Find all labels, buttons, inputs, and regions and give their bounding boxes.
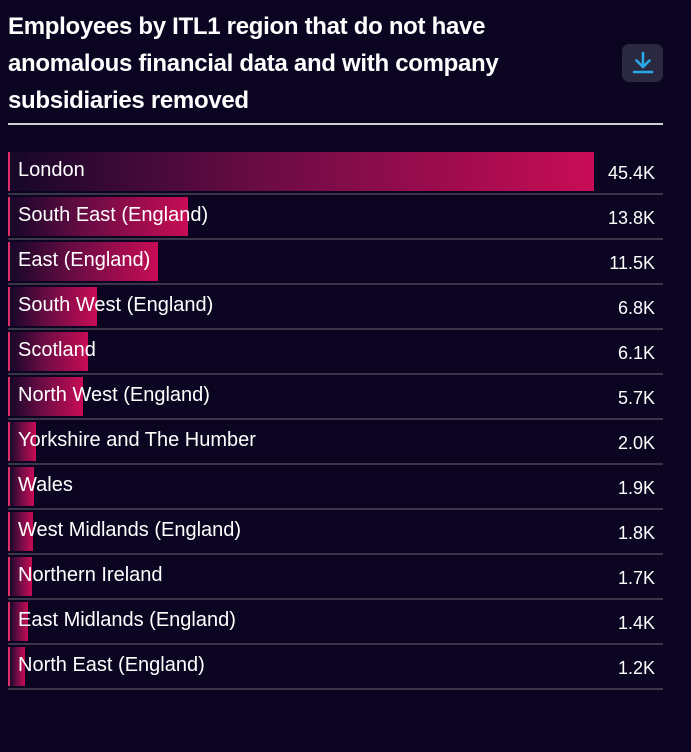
bar-label: Wales [18, 474, 73, 496]
bar-track [8, 602, 594, 641]
bar-value-label: 6.1K [617, 343, 655, 363]
title-divider [8, 123, 663, 125]
bar-row: Yorkshire and The Humber 2.0K [8, 420, 663, 465]
bar [10, 512, 33, 551]
bar-value-label: 11.5K [609, 253, 655, 273]
bar-value-label: 6.8K [617, 298, 655, 318]
bar-label: London [18, 159, 85, 181]
bar-track [8, 512, 594, 551]
bar-track [8, 647, 594, 686]
bar-track [8, 557, 594, 596]
bar-row: South East (England) 13.8K [8, 195, 663, 240]
bar [10, 242, 158, 281]
bar-value-label: 1.4K [617, 613, 655, 633]
bar-row: East Midlands (England) 1.4K [8, 600, 663, 645]
bar-label: Yorkshire and The Humber [18, 429, 256, 451]
bar-label: East Midlands (England) [18, 609, 236, 631]
bar [10, 152, 594, 191]
bar-track [8, 152, 594, 191]
bar-label: North West (England) [18, 384, 210, 406]
bar [10, 647, 25, 686]
bar-row: North East (England) 1.2K [8, 645, 663, 690]
bar-list: London 45.4K South East (England) 13.8K East… [8, 150, 663, 690]
bar [10, 197, 188, 236]
bar-track [8, 242, 594, 281]
bar-row: West Midlands (England) 1.8K [8, 510, 663, 555]
bar-row: South West (England) 6.8K [8, 285, 663, 330]
bar-track [8, 332, 594, 371]
bar-row: Northern Ireland 1.7K [8, 555, 663, 600]
bar-value-label: 45.4K [607, 163, 655, 183]
bar-label: South East (England) [18, 204, 209, 226]
bar-value-label: 2.0K [617, 433, 655, 453]
bar-label: East (England) [18, 249, 151, 271]
bar-value-label: 1.9K [617, 478, 655, 498]
bar-label: South West (England) [18, 294, 214, 316]
bar-value-label: 1.2K [617, 658, 655, 678]
bar-row: London 45.4K [8, 150, 663, 195]
bar-value-label: 13.8K [607, 208, 655, 228]
bar [10, 557, 32, 596]
bar-label: West Midlands (England) [18, 519, 242, 541]
bar-track [8, 467, 594, 506]
bar-row: North West (England) 5.7K [8, 375, 663, 420]
bar [10, 602, 28, 641]
bar-row: Scotland 6.1K [8, 330, 663, 375]
bar-row: East (England) 11.5K [8, 240, 663, 285]
bar [10, 287, 97, 326]
bar-row: Wales 1.9K [8, 465, 663, 510]
bar-value-label: 5.7K [617, 388, 655, 408]
bar [10, 422, 36, 461]
download-icon [632, 51, 653, 74]
download-button[interactable] [622, 44, 663, 82]
bar-value-label: 1.7K [617, 568, 655, 588]
bar [10, 377, 83, 416]
bar-value-label: 1.8K [617, 523, 655, 543]
bar-label: North East (England) [18, 654, 205, 676]
bar-label: Northern Ireland [18, 564, 163, 586]
bar-track [8, 422, 594, 461]
bar-track [8, 287, 594, 326]
bar-track [8, 377, 594, 416]
bar [10, 467, 34, 506]
bar-label: Scotland [18, 339, 96, 361]
chart-title: Employees by ITL1 region that do not hav… [8, 13, 499, 114]
bar-track [8, 197, 594, 236]
bar [10, 332, 88, 371]
